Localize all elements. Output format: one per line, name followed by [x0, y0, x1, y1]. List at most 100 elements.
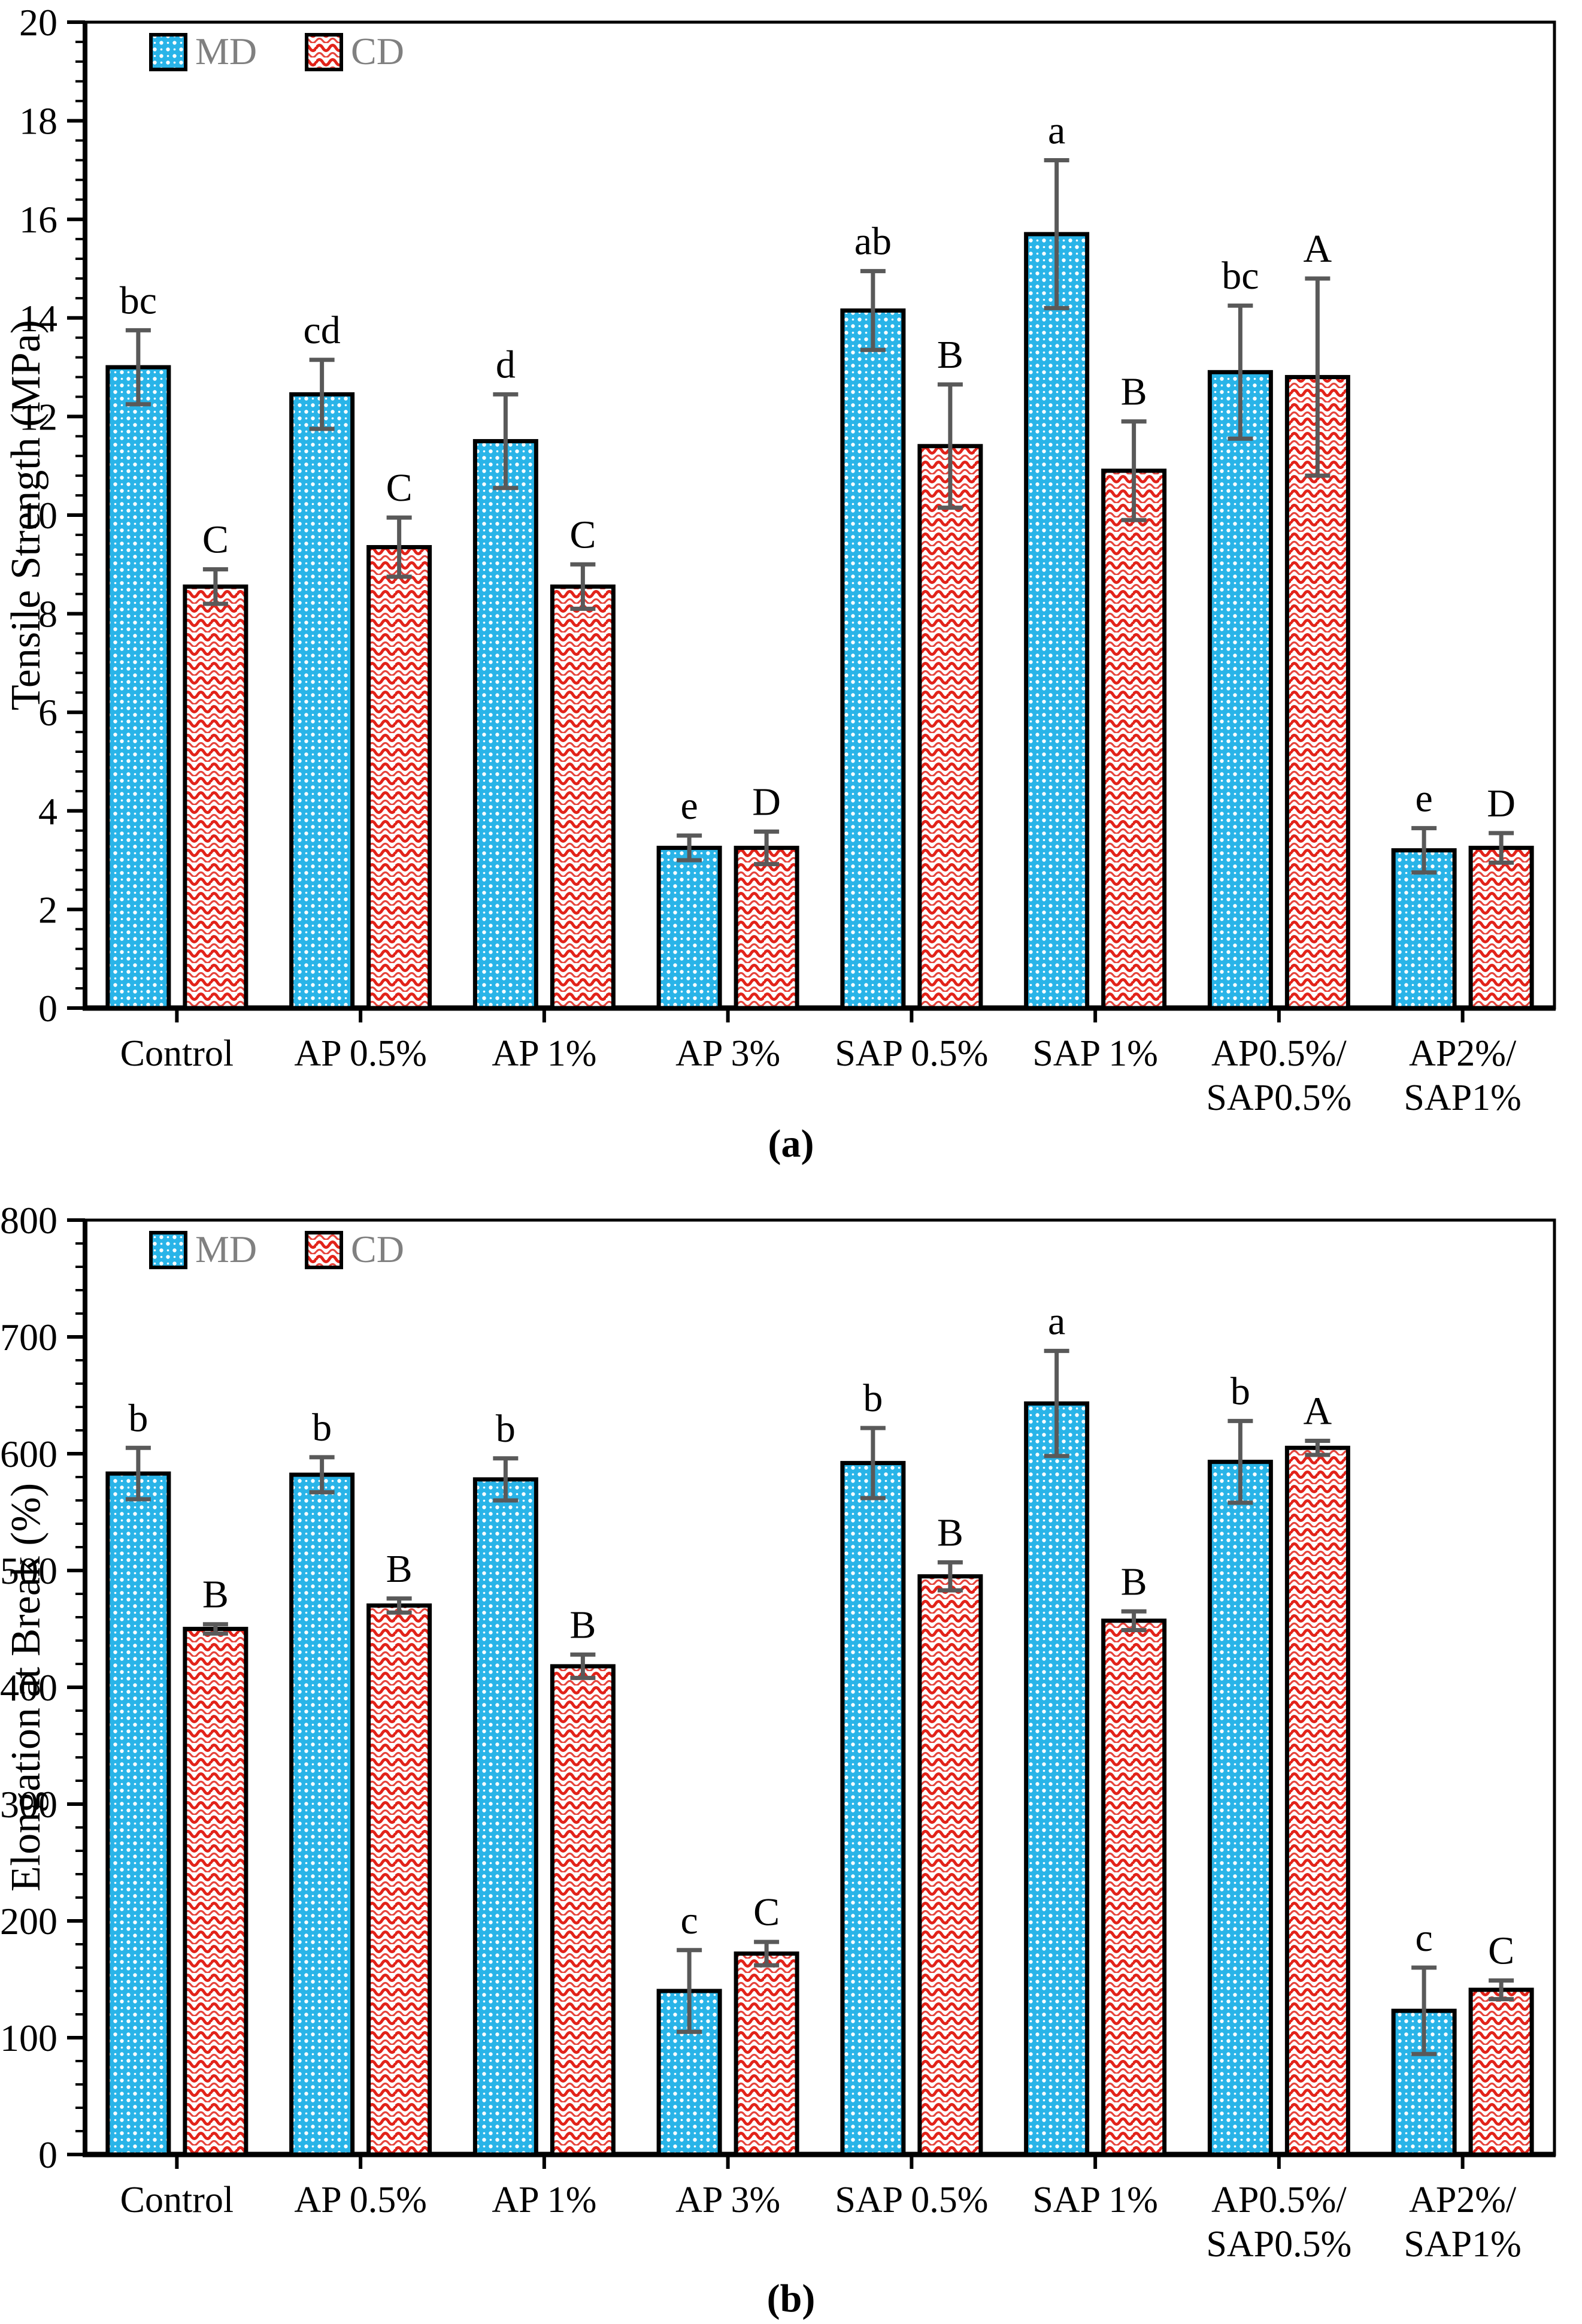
error-bar-md-4	[677, 833, 702, 863]
error-bar-cd-4	[754, 829, 780, 867]
error-bar-md-8	[1411, 1965, 1437, 2056]
bar-md-3	[472, 439, 538, 1010]
category-label: AP 3%	[675, 2180, 780, 2220]
sig-letter-cd-7: A	[1304, 227, 1332, 271]
error-bar-cd-6	[1121, 1609, 1147, 1632]
bar-md-2	[289, 1472, 355, 2157]
error-bar-md-3	[493, 1456, 519, 1503]
bar-md-7	[1207, 1460, 1273, 2157]
error-bar-md-3	[493, 392, 519, 491]
sig-letter-cd-8: C	[1488, 1929, 1514, 1972]
sig-letter-cd-2: C	[386, 466, 413, 510]
error-bar-md-6	[1044, 1348, 1069, 1458]
bar-cd-5	[917, 444, 983, 1010]
bar-md-5	[840, 308, 906, 1010]
error-bar-cd-2	[386, 1596, 412, 1615]
bar-md-8	[1391, 848, 1457, 1010]
sig-letter-md-3: d	[496, 343, 516, 386]
category-label: AP 1%	[492, 2180, 596, 2220]
y-tick-label: 200	[0, 1900, 57, 1942]
sig-letter-cd-3: B	[569, 1603, 596, 1647]
sig-letter-cd-8: D	[1487, 782, 1516, 825]
sig-letter-cd-5: B	[937, 333, 963, 377]
sig-letter-md-7: bc	[1222, 254, 1259, 298]
legend: MD CD	[149, 1228, 404, 1270]
bar-md-7	[1207, 370, 1273, 1010]
sig-letter-cd-5: B	[937, 1511, 963, 1554]
bar-cd-3	[550, 1664, 616, 2157]
error-bar-cd-2	[386, 515, 412, 579]
error-bar-md-7	[1228, 303, 1253, 441]
bar-md-6	[1024, 1401, 1090, 2157]
bar-md-5	[840, 1461, 906, 2157]
sig-letter-md-1: bc	[120, 279, 157, 322]
category-label: SAP0.5%	[1206, 1078, 1351, 1118]
error-bar-cd-7	[1305, 276, 1331, 478]
sig-letter-md-7: b	[1231, 1369, 1250, 1413]
legend-swatch-cd	[305, 1231, 343, 1269]
category-label: SAP 0.5%	[835, 2180, 988, 2220]
bar-cd-4	[734, 1951, 799, 2157]
y-tick-label: 0	[38, 2134, 57, 2176]
legend-label-cd: CD	[351, 1228, 404, 1270]
legend-swatch-md	[149, 33, 187, 71]
sig-letter-md-8: c	[1415, 1916, 1432, 1960]
error-bar-cd-5	[937, 382, 963, 510]
category-label: AP 1%	[492, 1033, 596, 1074]
y-tick-label: 10	[19, 494, 57, 537]
error-bar-cd-6	[1121, 419, 1147, 522]
y-tick-label: 6	[38, 691, 57, 734]
y-tick-label: 20	[19, 1, 57, 44]
y-tick-label: 100	[0, 2017, 57, 2059]
sig-letter-cd-6: B	[1121, 1560, 1147, 1603]
category-label: SAP1%	[1404, 2224, 1521, 2265]
legend-swatch-cd	[305, 33, 343, 71]
error-bar-cd-3	[570, 1652, 596, 1680]
bar-cd-3	[550, 584, 616, 1010]
sig-letter-md-1: b	[128, 1396, 148, 1440]
error-bar-cd-3	[570, 562, 596, 611]
bar-cd-1	[183, 584, 248, 1010]
panel-b-caption: (b)	[766, 2277, 816, 2320]
y-tick-label: 500	[0, 1550, 57, 1592]
category-label: AP 0.5%	[294, 1033, 427, 1074]
y-tick-label: 2	[38, 888, 57, 931]
sig-letter-md-5: ab	[854, 220, 892, 264]
error-bar-md-2	[309, 1455, 335, 1494]
chart-panel-a: 0 2 4 6 8 10 12 14 16 18 20 Tensile Strength (MPa) C…	[3, 1, 1556, 1118]
panel-a-caption: (a)	[768, 1122, 814, 1166]
y-tick-label: 700	[0, 1316, 57, 1358]
y-tick-label: 800	[0, 1199, 57, 1242]
bar-cd-4	[734, 846, 799, 1010]
bar-md-6	[1024, 232, 1090, 1010]
sig-letter-cd-6: B	[1121, 370, 1147, 414]
sig-letter-cd-4: C	[753, 1890, 780, 1934]
error-bar-md-8	[1411, 826, 1437, 875]
y-axis-title: Tensile Strength (MPa)	[3, 320, 49, 710]
category-label: AP2%/	[1409, 2180, 1517, 2220]
bar-cd-7	[1284, 1445, 1350, 2157]
legend-label-md: MD	[195, 30, 257, 72]
y-tick-label: 600	[0, 1433, 57, 1475]
error-bar-cd-5	[937, 1560, 963, 1593]
sig-letter-md-5: b	[863, 1376, 883, 1420]
sig-letter-cd-7: A	[1304, 1390, 1332, 1433]
bar-cd-8	[1468, 846, 1534, 1010]
bar-md-4	[656, 846, 722, 1010]
category-label: Control	[120, 2180, 234, 2220]
sig-letter-md-3: b	[496, 1407, 516, 1451]
category-label: AP0.5%/	[1211, 1033, 1347, 1074]
legend: MD CD	[149, 30, 404, 72]
error-bar-cd-1	[202, 1622, 228, 1636]
y-axis-title: Elongation at Break (%)	[3, 1483, 49, 1892]
error-bar-md-2	[309, 358, 335, 431]
category-label: Control	[120, 1033, 234, 1074]
error-bar-cd-4	[754, 1939, 780, 1968]
category-label: AP 3%	[675, 1033, 780, 1074]
category-label: SAP0.5%	[1206, 2224, 1351, 2265]
bar-md-2	[289, 392, 355, 1010]
sig-letter-cd-1: B	[202, 1573, 229, 1617]
sig-letter-md-8: e	[1415, 777, 1432, 821]
y-tick-label: 400	[0, 1666, 57, 1709]
chart-panel-b: 0 100 200 300 400 500 600 700 800 Elongation at B…	[0, 1199, 1556, 2265]
